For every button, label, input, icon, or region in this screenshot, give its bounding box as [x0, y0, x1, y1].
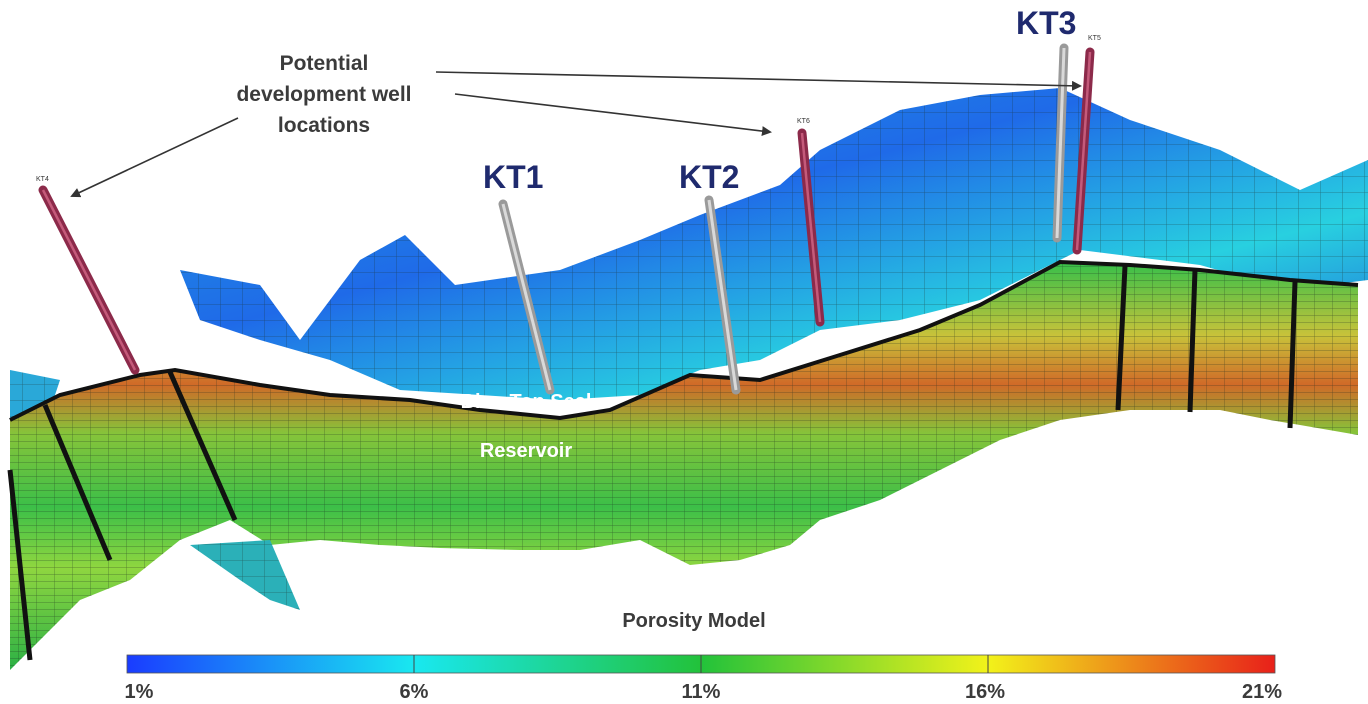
annotation-line-3: locations [278, 114, 370, 137]
legend-tick-4: 16% [965, 681, 1005, 703]
well-kt1-label: KT1 [483, 159, 543, 195]
well-kt2-label: KT2 [679, 159, 739, 195]
legend-tick-2: 6% [400, 681, 429, 703]
annotation-arrows [70, 71, 1082, 198]
porosity-legend: Porosity Model 1% 6% 11% 16% 21% [125, 610, 1283, 703]
legend-tick-3: 11% [682, 681, 721, 703]
arrow-to-kt5 [435, 71, 1082, 91]
well-kt4-tag: KT4 [36, 176, 49, 183]
arrow-to-kt6 [454, 93, 772, 137]
legend-tick-1: 1% [125, 681, 154, 703]
existing-wells [498, 43, 1069, 395]
reservoir-body [7, 259, 1359, 670]
potential-wells [38, 47, 1095, 375]
annotation-line-2: development well [236, 83, 411, 106]
well-kt5-tag: KT5 [1088, 35, 1101, 42]
zone-label-seal: Blue Top Seal [461, 391, 592, 413]
zone-label-reservoir: Reservoir [480, 440, 572, 462]
arrow-to-kt4 [70, 117, 239, 198]
well-kt6-tag: KT6 [797, 118, 810, 125]
annotation-potential-wells: Potential development well locations [236, 52, 411, 137]
annotation-line-1: Potential [280, 52, 369, 75]
legend-tick-5: 21% [1242, 681, 1282, 703]
legend-title: Porosity Model [622, 610, 765, 632]
well-kt3-label: KT3 [1016, 5, 1076, 41]
